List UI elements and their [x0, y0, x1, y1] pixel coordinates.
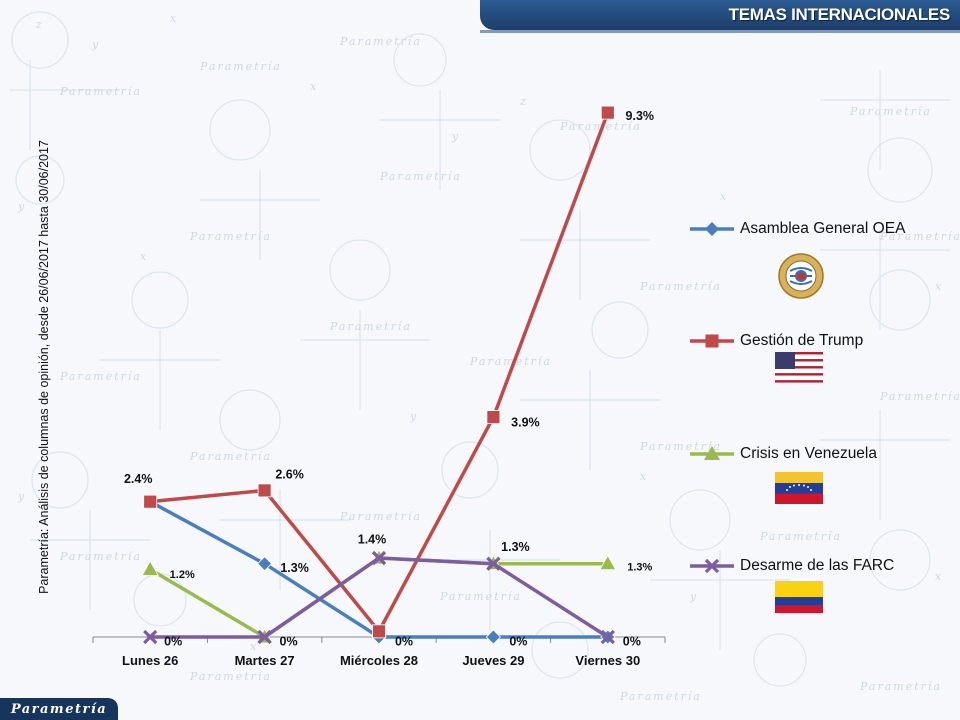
legend-label: Gestión de Trump — [740, 332, 864, 349]
x-marker — [486, 556, 501, 571]
x-tick-label: Lunes 26 — [122, 653, 178, 668]
series-asamblea-general-oea — [142, 494, 616, 645]
watermark-word: Parametría — [189, 230, 272, 243]
watermark-word: Parametría — [199, 60, 282, 73]
legend-item: Gestión de Trump — [690, 330, 863, 352]
legend-item: Desarme de las FARC — [690, 555, 894, 577]
svg-text:x: x — [310, 80, 318, 93]
svg-text:x: x — [720, 190, 728, 203]
square-marker — [372, 624, 386, 639]
watermark-word: Parametría — [189, 670, 272, 683]
data-label: 1.3% — [627, 562, 652, 574]
data-label: 0% — [280, 634, 298, 648]
svg-text:x: x — [170, 12, 178, 25]
watermark-word: Parametría — [379, 170, 462, 183]
legend-marker — [690, 330, 734, 352]
triangle-marker — [141, 560, 159, 576]
series-line — [149, 500, 608, 639]
watermark-word: Parametría — [559, 120, 642, 133]
watermark-word: Parametría — [59, 370, 142, 383]
legend-label: Crisis en Venezuela — [740, 445, 877, 462]
data-label: 1.4% — [358, 532, 387, 546]
x-tick-label: Jueves 29 — [462, 653, 524, 668]
svg-text:x: x — [935, 570, 943, 583]
data-label: 1.3% — [280, 561, 309, 575]
watermark-word: Parametría — [59, 550, 142, 563]
legend-item: Asamblea General OEA — [690, 218, 905, 240]
watermark-word: Parametría — [639, 280, 722, 293]
watermark-word: Parametría — [189, 450, 272, 463]
watermark-word: Parametría — [339, 510, 422, 523]
x-marker — [143, 629, 158, 645]
footer-logo: Parametría — [0, 698, 118, 720]
legend-item: Crisis en Venezuela — [690, 443, 877, 465]
watermark-word: Parametría — [59, 85, 142, 98]
svg-text:y: y — [91, 38, 100, 51]
venezuela-flag — [775, 472, 823, 509]
watermark-word: Parametría — [329, 320, 412, 333]
colombia-flag — [775, 581, 823, 618]
svg-text:x: x — [935, 280, 943, 293]
header-underline — [480, 30, 960, 33]
footer-logo-text: Parametría — [10, 701, 108, 717]
header-bar: TEMAS INTERNACIONALES — [480, 0, 960, 30]
svg-text:z: z — [35, 18, 44, 31]
series-gesti-n-de-trump — [143, 105, 615, 639]
data-label: 2.4% — [124, 472, 153, 486]
usa-flag — [775, 352, 823, 397]
svg-text:x: x — [640, 470, 648, 483]
data-label: 3.9% — [511, 415, 540, 429]
series-desarme-de-las-farc — [143, 550, 615, 645]
triangle-marker — [599, 554, 617, 571]
data-label: 9.3% — [626, 109, 655, 123]
watermark-word: Parametría — [339, 35, 422, 48]
legend-marker — [690, 443, 734, 465]
svg-text:x: x — [140, 250, 148, 263]
watermark-word: Parametría — [619, 690, 702, 703]
data-label: 0% — [164, 634, 182, 648]
watermark-word: Parametría — [879, 230, 960, 243]
data-label: 2.6% — [275, 468, 304, 482]
legend-marker — [690, 555, 734, 577]
data-label: 0% — [395, 634, 413, 648]
watermark-word: Parametría — [859, 680, 942, 693]
square-marker — [257, 483, 272, 498]
x-tick-label: Viernes 30 — [575, 653, 640, 668]
square-marker — [486, 410, 501, 424]
watermark-word: Parametría — [849, 105, 932, 118]
square-marker — [143, 494, 158, 509]
x-marker — [257, 629, 272, 645]
data-label: 1.2% — [170, 569, 195, 581]
svg-text:y: y — [409, 410, 418, 423]
x-marker — [600, 629, 615, 645]
x-tick-label: Martes 27 — [235, 653, 295, 668]
legend-label: Desarme de las FARC — [740, 557, 895, 574]
svg-text:z: z — [519, 95, 528, 108]
square-marker — [600, 105, 615, 120]
watermark-word: Parametría — [879, 390, 960, 403]
oas-seal-icon — [778, 253, 824, 304]
diamond-marker — [257, 556, 273, 572]
svg-text:y: y — [17, 200, 26, 213]
svg-text:y: y — [689, 590, 698, 603]
legend-marker — [690, 218, 734, 240]
x-marker — [371, 550, 387, 566]
x-tick-label: Miércoles 28 — [340, 653, 418, 668]
watermark-word: Parametría — [759, 530, 842, 543]
svg-text:x: x — [250, 640, 258, 653]
watermark-word: Parametría — [639, 440, 722, 453]
watermark-word: Parametría — [439, 590, 522, 603]
legend-label: Asamblea General OEA — [740, 220, 906, 237]
page-title: TEMAS INTERNACIONALES — [728, 5, 951, 24]
watermark-word: Parametría — [469, 355, 552, 368]
data-label: 0% — [623, 634, 641, 648]
data-label: 0% — [509, 634, 527, 648]
diamond-marker — [485, 629, 501, 645]
data-label: 1.3% — [501, 540, 530, 554]
svg-text:y: y — [451, 130, 460, 143]
svg-text:y: y — [17, 490, 26, 503]
